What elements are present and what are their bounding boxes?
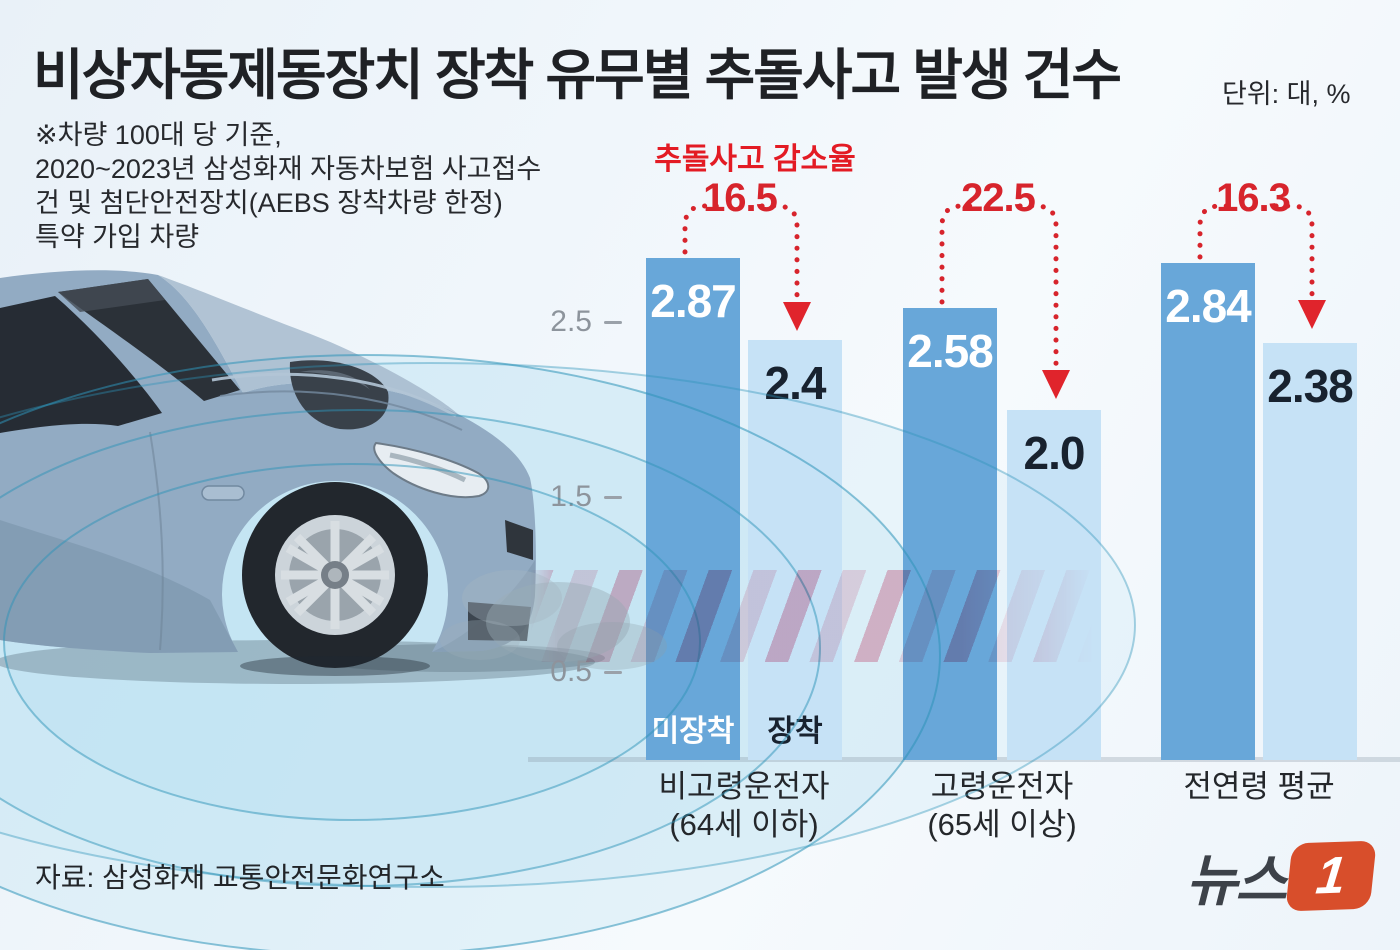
bar-nonsenior-with-aebs: 2.4 장착 (748, 340, 842, 760)
bar-value: 2.4 (764, 357, 827, 409)
footnote-line: 2020~2023년 삼성화재 자동차보험 사고접수 (35, 154, 542, 184)
bar-value: 2.38 (1267, 360, 1354, 412)
reduction-rate-label: 추돌사고 감소율 (654, 143, 856, 176)
news1-logo: 뉴스 1 (1186, 838, 1377, 914)
braking-stripes (530, 570, 1095, 662)
wheel-spokes (281, 521, 389, 629)
bar-allages-without-aebs: 2.84 (1161, 263, 1255, 760)
arrowhead-3 (1298, 300, 1326, 329)
source-credit: 자료: 삼성화재 교통안전문화연구소 (35, 862, 445, 893)
ytick-label: 2.5 (550, 305, 592, 338)
category-allages: 전연령 평균 (1099, 768, 1400, 806)
category-line1: 전연령 평균 (1183, 769, 1335, 804)
arrowhead-2 (1042, 370, 1070, 399)
tick-dash (604, 495, 622, 499)
reduction-value-senior: 22.5 (961, 176, 1036, 220)
bar-senior-without-aebs: 2.58 (903, 308, 997, 760)
reduction-arrow-2-right (1017, 203, 1059, 373)
bar-nonsenior-without-aebs: 2.87 미장착 (646, 258, 740, 760)
news1-logo-text: 뉴스 (1186, 848, 1287, 912)
footnote-line: 특약 가입 차량 (35, 222, 200, 252)
footnote-line: ※차량 100대 당 기준, (35, 120, 282, 150)
bar-value: 2.84 (1165, 280, 1252, 332)
arrowhead-1 (783, 302, 811, 331)
ytick-1-5: 1.5 (510, 479, 622, 515)
reduction-value-nonsenior: 16.5 (703, 176, 778, 220)
category-line2: (65세 이상) (927, 807, 1077, 842)
news1-logo-badge: 1 (1285, 840, 1377, 912)
footnote-block: ※차량 100대 당 기준, 2020~2023년 삼성화재 자동차보험 사고접… (35, 118, 541, 254)
tick-dash (604, 670, 622, 674)
reduction-value-allages: 16.3 (1216, 176, 1291, 220)
tick-dash (604, 320, 622, 324)
legend-with-aebs: 장착 (767, 715, 823, 748)
ytick-label: 1.5 (550, 480, 592, 513)
ytick-2-5: 2.5 (510, 304, 622, 340)
category-line1: 고령운전자 (930, 769, 1074, 804)
legend-without-aebs: 미장착 (651, 715, 735, 748)
category-senior: 고령운전자 (65세 이상) (842, 768, 1162, 844)
bar-value: 2.87 (650, 275, 737, 327)
bar-value: 2.0 (1023, 427, 1086, 479)
footnote-line: 건 및 첨단안전장치(AEBS 장착차량 한정) (35, 188, 503, 218)
page-title: 비상자동제동장치 장착 유무별 추돌사고 발생 건수 (33, 44, 1122, 106)
news1-logo-one: 1 (1313, 846, 1349, 906)
bar-value: 2.58 (907, 325, 994, 377)
bar-allages-with-aebs: 2.38 (1263, 343, 1357, 760)
unit-label: 단위: 대, % (1222, 79, 1351, 109)
